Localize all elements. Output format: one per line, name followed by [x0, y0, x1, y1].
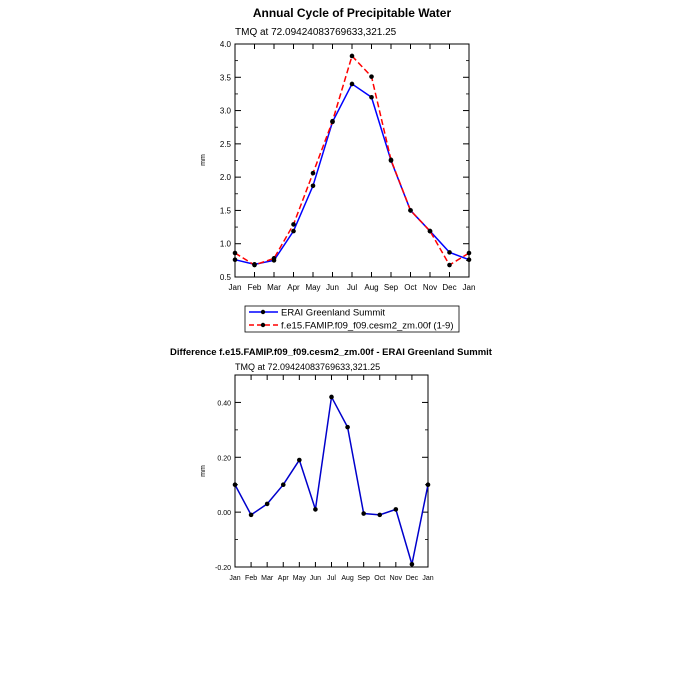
chart1-title: Annual Cycle of Precipitable Water	[253, 6, 452, 20]
chart1-series-1-point	[310, 170, 316, 176]
chart1-ytick-label-3-5: 3.5	[220, 73, 232, 82]
chart1-ytick-label-0-5: 0.5	[220, 273, 232, 282]
chart2-ylabel: mm	[200, 465, 207, 477]
chart1-series-0-point	[349, 81, 355, 87]
chart1-xtick-label-jan: Jan	[463, 283, 476, 292]
chart1-ytick-label-2-5: 2.5	[220, 140, 232, 149]
chart1-ytick-label-1-5: 1.5	[220, 206, 232, 215]
chart1-series-1-point	[369, 74, 374, 79]
chart1-series-1-point	[427, 228, 433, 234]
chart2-xtick-label-may: May	[293, 575, 307, 582]
legend-marker-erai	[260, 309, 266, 315]
chart2-series-0-point	[393, 507, 399, 512]
chart1-series-1-point	[388, 157, 394, 163]
chart2-ytick-label-0-20: -0.20	[215, 565, 231, 572]
chart1-series-1-point	[252, 262, 257, 268]
chart2-plot-frame	[234, 374, 429, 568]
chart1-xtick-label-oct: Oct	[404, 283, 417, 292]
chart2-xtick-label-feb: Feb	[245, 575, 257, 582]
chart2-xtick-label-jun: Jun	[310, 575, 321, 582]
chart1-series-0-point	[466, 257, 472, 262]
chart1-series-1-point	[349, 53, 355, 59]
chart2-series-0-line	[234, 394, 429, 565]
chart2-series-0-point	[345, 424, 350, 430]
chart2-series-0-point	[248, 512, 254, 518]
chart2-series-0-point	[361, 511, 366, 516]
chart2-xtick-label-nov: Nov	[390, 575, 403, 582]
chart1-ytick-label-3-0: 3.0	[220, 107, 232, 116]
chart1-ytick-label-4-0: 4.0	[220, 40, 232, 49]
chart2-xtick-label-apr: Apr	[278, 575, 290, 582]
chart1-plot-frame	[234, 43, 470, 278]
chart1-series-0-point	[232, 257, 238, 262]
chart1-xtick-label-may: May	[305, 283, 320, 292]
chart2-xtick-label-jan: Jan	[422, 575, 433, 582]
chart1-xtick-label-jun: Jun	[326, 283, 339, 292]
chart1-xtick-label-sep: Sep	[384, 283, 399, 292]
chart2-series-0-point	[425, 482, 431, 488]
chart1-series-1-point	[466, 250, 472, 256]
chart1-series-1-point	[408, 208, 413, 213]
chart2-ytick-label-0-40: 0.40	[217, 400, 231, 407]
chart1-xtick-label-jan: Jan	[229, 283, 242, 292]
legend-marker-cesm	[260, 322, 266, 328]
chart2-series-0-point	[297, 457, 302, 463]
chart2-series-0-point	[409, 561, 415, 567]
chart2-series-0-point	[280, 482, 286, 488]
chart1-xtick-label-feb: Feb	[248, 283, 262, 292]
chart2-subtitle: TMQ at 72.09424083769633,321.25	[235, 362, 380, 372]
chart1-series-0-point	[369, 94, 374, 100]
legend-label-erai: ERAI Greenland Summit	[281, 308, 385, 319]
chart2-series-0-point	[264, 501, 270, 507]
chart1-xtick-label-apr: Apr	[287, 283, 300, 292]
chart1-legend: ERAI Greenland Summit f.e15.FAMIP.f09_f0…	[244, 305, 460, 333]
chart2-xtick-label-jul: Jul	[327, 575, 336, 582]
chart2-xtick-label-jan: Jan	[229, 575, 240, 582]
chart1-series-0-point	[291, 228, 296, 234]
chart1-series-1-point	[291, 222, 296, 227]
chart1-series-0-point	[447, 250, 452, 255]
chart2-series	[232, 394, 431, 567]
chart1-ticks: Jan Feb Mar Apr May Jun Jul Aug Sep Oct Nov Dec Jan0…	[220, 40, 476, 292]
chart1-xtick-label-dec: Dec	[442, 283, 456, 292]
chart2-xtick-label-mar: Mar	[261, 575, 274, 582]
chart1-series-1-line	[234, 54, 470, 267]
chart2-series-0-point	[377, 512, 383, 518]
chart2-xtick-label-oct: Oct	[374, 575, 385, 582]
chart1-series-1-point	[330, 118, 335, 124]
legend-box	[244, 305, 460, 333]
chart1-series-1-point	[271, 256, 277, 261]
chart2-ticks: Jan Feb Mar Apr May Jun Jul Aug Sep Oct Nov Dec Jan-…	[215, 374, 434, 582]
chart1-series	[232, 53, 472, 268]
chart2-ytick-label-0-20: 0.20	[217, 455, 231, 462]
chart1-xtick-label-jul: Jul	[347, 283, 357, 292]
chart2-xtick-label-dec: Dec	[406, 575, 419, 582]
chart2-series-0-point	[313, 507, 318, 512]
chart1-subtitle: TMQ at 72.09424083769633,321.25	[235, 27, 397, 38]
chart2-xtick-label-sep: Sep	[357, 575, 370, 582]
chart2-series-0-point	[232, 482, 238, 488]
chart2-series-0-point	[329, 394, 334, 400]
chart1-ytick-label-1-0: 1.0	[220, 240, 232, 249]
chart1-series-0-point	[310, 183, 316, 189]
chart2-ytick-label-0-00: 0.00	[217, 510, 231, 517]
chart1-xtick-label-nov: Nov	[423, 283, 437, 292]
chart2-title: Difference f.e15.FAMIP.f09_f09.cesm2_zm.…	[170, 347, 493, 358]
chart1-xtick-label-mar: Mar	[267, 283, 281, 292]
chart1-series-1-point	[232, 250, 238, 256]
chart1-xtick-label-aug: Aug	[364, 283, 378, 292]
chart1-ylabel: mm	[200, 154, 207, 166]
chart2-xtick-label-aug: Aug	[341, 575, 354, 582]
legend-label-cesm: f.e15.FAMIP.f09_f09.cesm2_zm.00f (1-9)	[281, 321, 454, 332]
chart1-series-1-point	[447, 262, 452, 268]
chart1-ytick-label-2-0: 2.0	[220, 173, 232, 182]
